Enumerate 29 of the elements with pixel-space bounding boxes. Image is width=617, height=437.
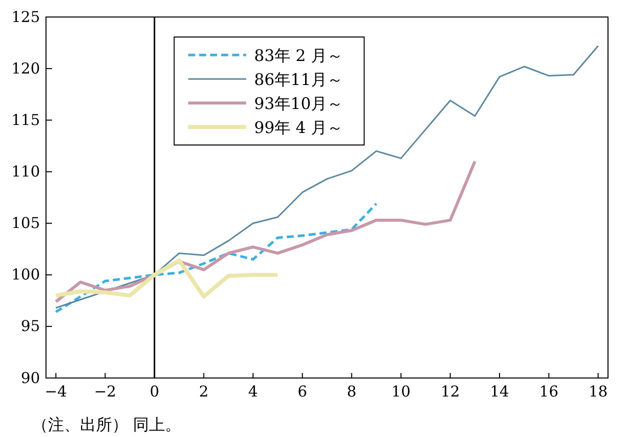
x-tick-label: 6 [298,382,308,401]
x-tick-label: 12 [440,382,460,401]
line-series [54,202,378,314]
x-tick-label: 16 [539,382,558,401]
y-tick-label: 100 [11,266,40,284]
legend-label: 83年 2 月～ [254,46,343,65]
y-tick-label: 115 [11,110,40,129]
x-tick-label: 14 [490,382,510,401]
line-series [55,45,599,309]
legend-label: 86年11月～ [254,70,343,89]
legend-label: 99年 4 月～ [254,118,343,137]
x-tick-label: 0 [150,382,160,401]
y-tick-label: 120 [11,59,40,78]
line-series [54,258,280,299]
x-tick-label: 2 [198,382,209,401]
text: （注、出所） 同上。 [32,415,182,434]
y-tick-label: 95 [20,317,40,336]
legend-label: 93年10月～ [254,94,343,113]
x-tick-label: 18 [588,382,608,401]
y-tick-label: 105 [11,214,40,232]
line-series [54,160,476,304]
x-tick-label: 10 [391,382,410,401]
y-tick-label: 125 [11,8,40,26]
x-tick-label: 4 [248,382,258,401]
y-tick-label: 110 [11,162,40,181]
x-tick-label: 8 [346,382,356,401]
x-tick-label: −4 [44,382,67,401]
x-tick-label: −2 [94,382,116,401]
y-tick-label: 90 [20,368,40,387]
